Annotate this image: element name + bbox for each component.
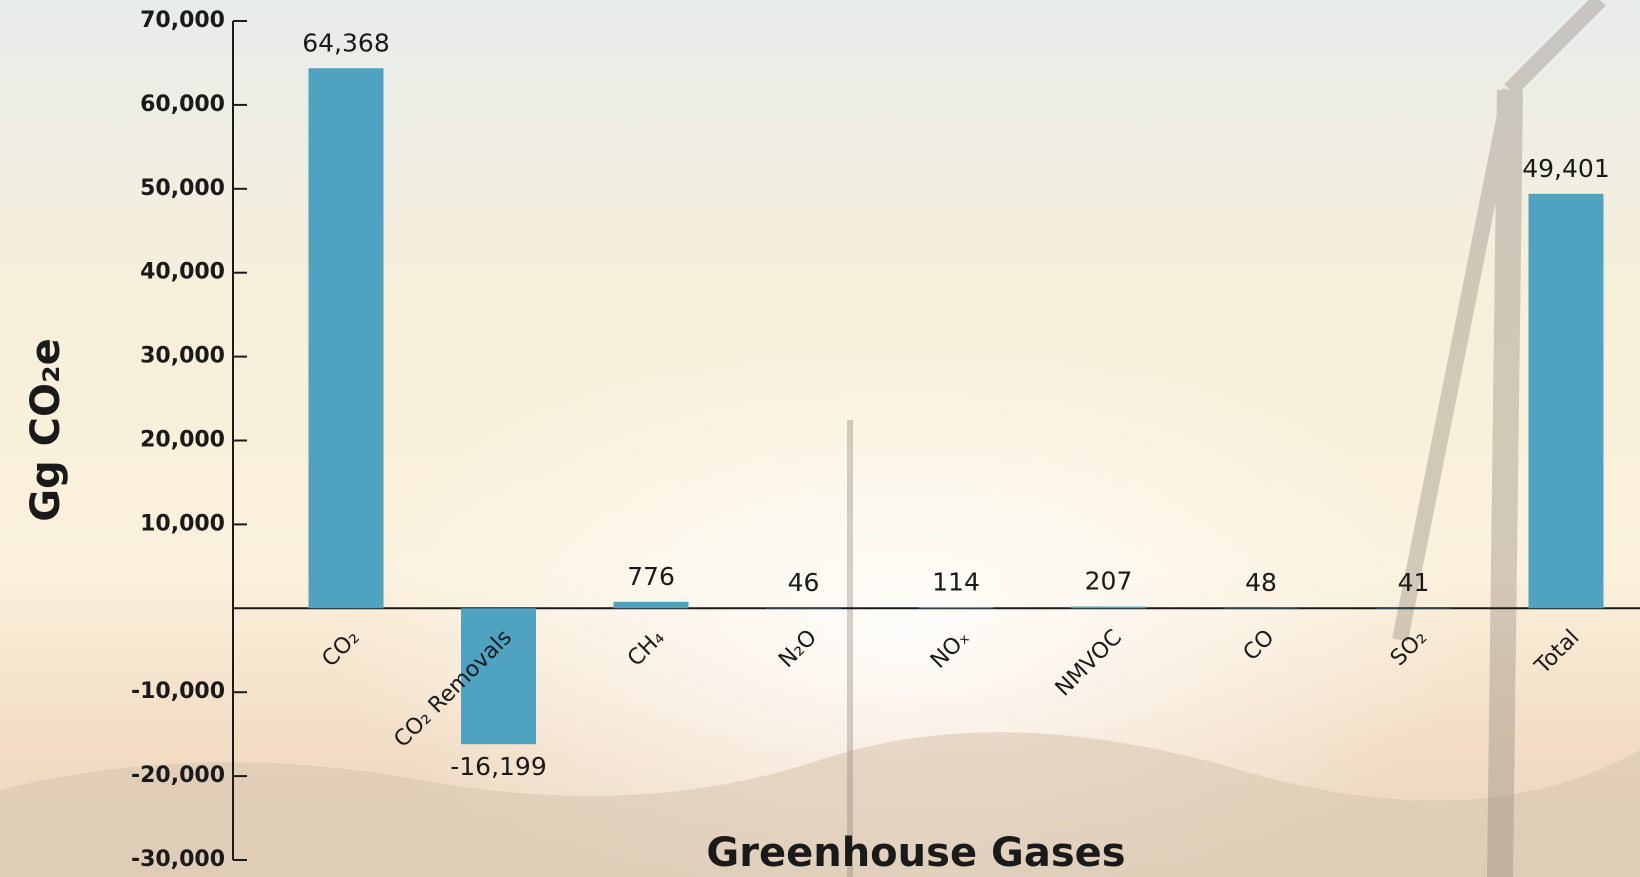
y-tick-label: -10,000 <box>131 679 225 704</box>
bar <box>918 607 994 609</box>
value-label: 776 <box>627 562 675 591</box>
value-label: 114 <box>932 567 980 596</box>
x-axis-title: Greenhouse Gases <box>706 830 1125 876</box>
y-tick-label: 30,000 <box>140 344 225 369</box>
value-label: 46 <box>788 568 820 597</box>
y-tick-label: 40,000 <box>140 260 225 285</box>
value-label: 64,368 <box>302 28 389 57</box>
y-tick-label: 70,000 <box>140 8 225 33</box>
value-label: -16,199 <box>450 752 547 781</box>
bar <box>613 601 689 609</box>
value-label: 207 <box>1085 567 1133 596</box>
y-tick-label: 20,000 <box>140 428 225 453</box>
turbine <box>847 0 1606 877</box>
bar <box>1528 193 1604 609</box>
bar <box>308 68 384 609</box>
value-label: 49,401 <box>1522 154 1609 183</box>
bar <box>1071 606 1146 609</box>
value-label: 41 <box>1398 568 1430 597</box>
y-tick-label: 60,000 <box>140 92 225 117</box>
y-tick-label: -20,000 <box>131 763 225 788</box>
y-tick-label: -30,000 <box>131 847 225 872</box>
value-label: 48 <box>1245 568 1277 597</box>
y-tick-label: 50,000 <box>140 176 225 201</box>
y-tick-label: 10,000 <box>140 511 225 536</box>
y-axis-title: Gg CO₂e <box>23 338 69 521</box>
hills <box>0 732 1640 877</box>
bar <box>461 608 536 745</box>
